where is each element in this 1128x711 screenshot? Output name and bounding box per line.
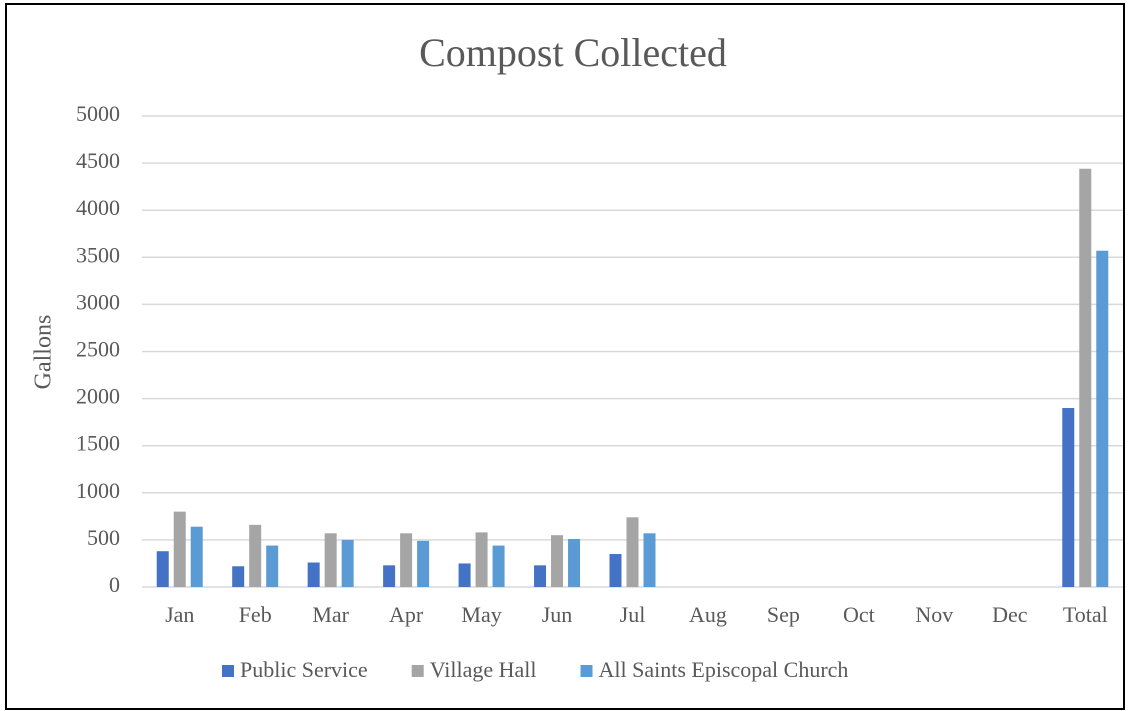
bar	[475, 532, 488, 587]
bar	[568, 538, 581, 587]
bar	[534, 565, 547, 587]
bar	[626, 517, 639, 587]
x-tick-label: Jun	[542, 602, 573, 627]
y-tick-label: 500	[87, 525, 120, 550]
x-tick-label: Mar	[312, 602, 349, 627]
bar	[249, 524, 262, 587]
bar	[551, 535, 564, 587]
bar	[173, 511, 186, 587]
x-tick-label: Jul	[620, 602, 646, 627]
x-tick-label: Total	[1063, 602, 1108, 627]
x-tick-label: Apr	[389, 602, 424, 627]
bar	[156, 551, 169, 587]
x-tick-label: Nov	[915, 602, 953, 627]
bar	[324, 533, 337, 587]
y-tick-label: 4500	[76, 148, 120, 173]
y-axis-label: Gallons	[31, 315, 57, 390]
bar	[1079, 168, 1092, 587]
bar	[341, 539, 354, 587]
legend-label: Public Service	[240, 657, 368, 682]
y-tick-label: 3500	[76, 242, 120, 267]
y-tick-label: 1500	[76, 431, 120, 456]
x-tick-label: Sep	[767, 602, 800, 627]
legend-label: All Saints Episcopal Church	[599, 657, 849, 682]
y-tick-label: 5000	[76, 101, 120, 126]
y-tick-label: 1000	[76, 478, 120, 503]
y-tick-label: 3000	[76, 289, 120, 314]
legend-swatch	[411, 665, 424, 677]
y-tick-label: 2500	[76, 337, 120, 362]
bar	[492, 545, 505, 587]
chart-frame	[5, 3, 1125, 710]
y-tick-label: 2000	[76, 384, 120, 409]
bar	[400, 533, 413, 587]
x-tick-label: Oct	[843, 602, 875, 627]
x-tick-label: Feb	[239, 602, 272, 627]
legend-label: Village Hall	[430, 657, 537, 682]
x-tick-label: Jan	[165, 602, 194, 627]
bar	[266, 545, 279, 587]
bar	[609, 554, 622, 587]
bar	[190, 526, 203, 587]
x-tick-label: Aug	[689, 602, 727, 627]
y-tick-label: 0	[109, 572, 120, 597]
x-tick-label: Dec	[992, 602, 1028, 627]
bar	[458, 563, 471, 587]
bar	[232, 566, 245, 587]
bar	[643, 533, 656, 587]
legend-swatch	[222, 665, 234, 677]
bar	[1062, 408, 1075, 587]
bar	[307, 562, 320, 587]
legend-swatch	[580, 665, 593, 677]
bar	[1096, 250, 1109, 587]
bar	[383, 565, 396, 587]
bar	[417, 540, 430, 587]
y-tick-label: 4000	[76, 195, 120, 220]
chart-title: Compost Collected	[419, 30, 727, 75]
x-tick-label: May	[461, 602, 501, 627]
